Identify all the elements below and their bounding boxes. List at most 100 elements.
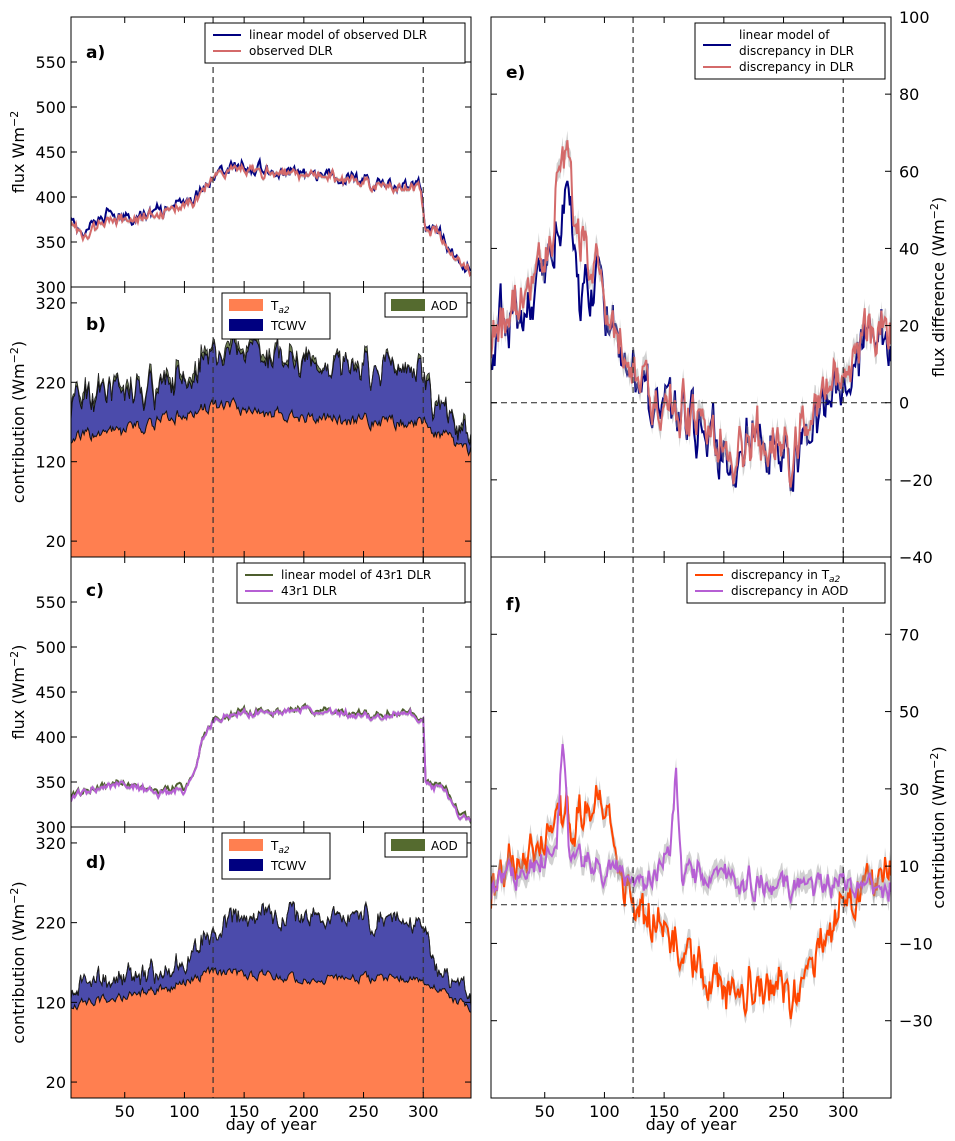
frame-f: [490, 556, 892, 1099]
legend-text: observed DLR: [249, 44, 333, 58]
x-tick-label: 50: [115, 1102, 135, 1121]
area-edge-2: [71, 323, 471, 441]
y-axis-label-e: flux difference (Wm−2): [928, 197, 948, 377]
x-tick-label: 150: [229, 1102, 260, 1121]
legend-box: [236, 562, 466, 604]
y-tick-label: 0: [899, 394, 909, 413]
y-tick-label: −20: [899, 471, 933, 490]
legend-a: linear model of observed DLR observed DLR: [204, 22, 466, 64]
panel-label-c: c): [86, 581, 104, 601]
panel-b: 20 120 220 320 b) contribution (Wm−2) Ta2 TCWV A…: [8, 286, 472, 558]
area-edge-1: [71, 331, 471, 447]
panel-label-e: e): [506, 63, 525, 83]
area-tcwv: [71, 331, 471, 456]
legend-text: AOD: [431, 839, 458, 853]
y-tick-label: 70: [899, 625, 919, 644]
x-axis-label-left: day of year: [226, 1115, 317, 1134]
legend-text: Ta2: [270, 839, 290, 856]
x-tick-label: 250: [768, 1102, 799, 1121]
series-line-a-1: [71, 162, 471, 278]
legend-swatch: [229, 319, 263, 331]
panel-d: 20 120 220 320 50 100 150 200 250 300 d) contributi…: [8, 826, 472, 1121]
y-axis-label-b: contribution (Wm−2): [8, 341, 28, 503]
legend-text: linear model of: [739, 28, 830, 42]
y-tick-label: −30: [899, 1012, 933, 1031]
panel-label-f: f): [506, 595, 521, 615]
plot-area-d: [71, 900, 471, 1098]
y-tick-label: 300: [35, 278, 66, 297]
y-tick-label: 20: [46, 532, 66, 551]
legend-text: discrepancy in DLR: [739, 44, 854, 58]
x-tick-label: 200: [289, 1102, 320, 1121]
legend-text: linear model of observed DLR: [249, 28, 427, 42]
series-line-c-1: [71, 704, 471, 822]
x-tick-label: 300: [408, 1102, 439, 1121]
series-line-e-1: [491, 140, 891, 488]
y-tick-label: 50: [899, 703, 919, 722]
legend-d: Ta2 TCWV AOD: [221, 832, 468, 880]
y-tick-label: 120: [35, 993, 66, 1012]
y-tick-label: 320: [35, 834, 66, 853]
panel-e: −40 −20 0 20 40 60 80 100 e) flux difference (Wm−…: [490, 8, 948, 567]
legend-text: linear model of 43r1 DLR: [281, 568, 431, 582]
y-tick-label: 450: [35, 683, 66, 702]
legend-text: AOD: [431, 299, 458, 313]
y-tick-label: 60: [899, 162, 919, 181]
plot-area-c: [71, 702, 471, 824]
panel-c: 300 350 400 450 500 550 c) flux (Wm−2) linear mo…: [8, 556, 472, 837]
x-tick-label: 250: [348, 1102, 379, 1121]
plot-area-b: [71, 323, 471, 557]
x-tick-label: 200: [709, 1102, 740, 1121]
area-ta2: [71, 967, 471, 1098]
x-tick-label: 300: [828, 1102, 859, 1121]
legend-b: Ta2 TCWV AOD: [221, 292, 468, 340]
y-tick-label: 220: [35, 373, 66, 392]
y-tick-label: 80: [899, 85, 919, 104]
y-tick-label: 550: [35, 593, 66, 612]
legend-text: 43r1 DLR: [281, 584, 337, 598]
plot-area-e: [491, 130, 891, 497]
series-line-e-0: [491, 180, 891, 492]
y-tick-label: 10: [899, 857, 919, 876]
legend-swatch: [229, 839, 263, 851]
y-tick-label: 300: [35, 818, 66, 837]
y-tick-label: 350: [35, 773, 66, 792]
legend-c: linear model of 43r1 DLR 43r1 DLR: [236, 562, 466, 604]
legend-e: linear model of discrepancy in DLR discrep…: [694, 22, 886, 80]
legend-swatch: [391, 839, 425, 851]
y-tick-label: 120: [35, 453, 66, 472]
x-tick-label: 100: [169, 1102, 200, 1121]
plot-area-a: [71, 156, 471, 278]
y-tick-label: 40: [899, 239, 919, 258]
y-tick-label: 400: [35, 728, 66, 747]
legend-text: Ta2: [270, 299, 290, 316]
panel-f: −30 −10 10 30 50 70 50 100 150 200 250 300 f) contrib…: [490, 556, 948, 1121]
area-edge-0: [71, 966, 471, 1013]
y-tick-label: 320: [35, 294, 66, 313]
x-axis-label-right: day of year: [646, 1115, 737, 1134]
y-tick-label: 550: [35, 53, 66, 72]
series-line-c-0: [71, 702, 471, 824]
uncertainty-band-e-1: [491, 130, 891, 497]
y-axis-label-c: flux (Wm−2): [8, 645, 28, 740]
frame-d: [70, 826, 472, 1099]
y-tick-label: 20: [899, 317, 919, 336]
legend-box: [204, 22, 466, 64]
area-tcwv: [71, 902, 471, 1013]
legend-box: [686, 562, 886, 604]
legend-text: discrepancy in Ta2: [731, 568, 841, 585]
y-tick-label: 500: [35, 98, 66, 117]
y-axis-label-f: contribution (Wm−2): [928, 746, 948, 908]
area-edge-2: [71, 900, 471, 1005]
y-tick-label: −40: [899, 548, 933, 567]
legend-swatch: [229, 859, 263, 871]
plot-area-f: [491, 734, 891, 1029]
series-line-a-0: [71, 156, 471, 274]
panel-label-b: b): [86, 315, 106, 335]
y-tick-label: 500: [35, 638, 66, 657]
y-tick-label: 450: [35, 143, 66, 162]
panel-label-a: a): [86, 43, 105, 63]
y-tick-label: 350: [35, 233, 66, 252]
